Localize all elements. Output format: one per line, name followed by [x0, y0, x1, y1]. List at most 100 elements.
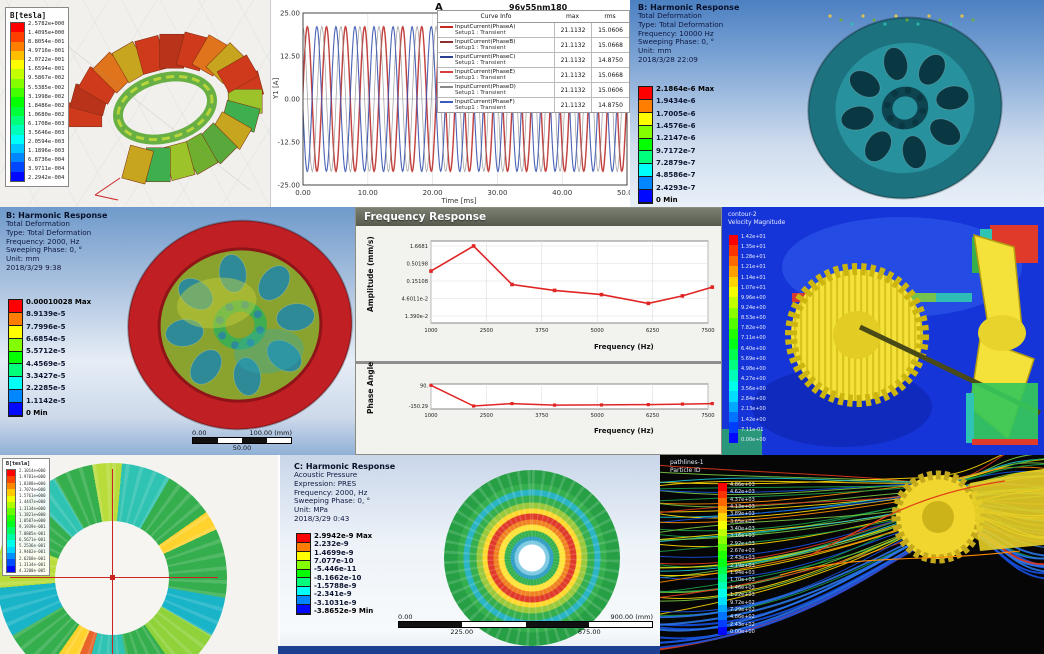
colorbar-label: 3.9711e-004 — [28, 166, 65, 173]
colorbar-label: 0.00e+00 — [741, 436, 766, 443]
bottom-strip — [278, 646, 660, 654]
colorbar-label: 4.13e+03 — [730, 504, 755, 511]
colorbar: 1.42e+01 1.35e+01 1.28e+01 1.21e+01 1.14e+01… — [729, 234, 766, 444]
curve-setup: Setup1 : Transient — [455, 105, 506, 111]
curve-rms: 15.0668 — [591, 38, 629, 52]
info-line: Expression: PRES — [294, 478, 357, 488]
curve-rms: 14.8750 — [591, 98, 629, 112]
svg-text:12.50: 12.50 — [280, 53, 300, 61]
curve-setup: Setup1 : Transient — [455, 60, 506, 66]
info-line: Total Deformation — [6, 219, 70, 228]
ruler-mid2: 675.00 — [577, 628, 601, 636]
colorbar-label: 1.6594e-001 — [28, 66, 65, 73]
info-line: Total Deformation — [638, 11, 702, 20]
colorbar-label: 2.9942e-9 Max — [314, 532, 373, 540]
colorbar-label: 2.19e+03 — [730, 562, 755, 569]
panel-transient-currents: 25.00 12.50 0.00 -12.50 -25.00 0.00 10.00 20.00… — [270, 0, 631, 207]
colorbar-label: 1.4699e-9 — [314, 548, 354, 557]
ruler-min: 0.00 — [398, 613, 413, 621]
colorbar-label: 0 Min — [26, 408, 48, 417]
colorbar-label: 0 Min — [656, 195, 678, 204]
svg-text:0.15108: 0.15108 — [407, 279, 428, 285]
colorbar-label: 1.42e+00 — [741, 416, 766, 423]
colorbar-label: 1.4095e+000 — [28, 30, 65, 37]
colorbar-label: 7.077e-10 — [314, 556, 354, 565]
colorbar-label: 2.13e+00 — [741, 406, 766, 413]
panel-acoustic-pressure: C: Harmonic Response Acoustic Pressure Ex… — [278, 455, 660, 654]
colorbar-label: 4.27e+00 — [741, 375, 766, 382]
contour-title: contour-2 Velocity Magnitude — [728, 211, 785, 226]
colorbar-label: 9.96e+00 — [741, 294, 766, 301]
colorbar-label: 7.11e-01 — [741, 426, 764, 433]
curve-max: 21.1132 — [554, 38, 591, 52]
colorbar-label: 1.46e+03 — [730, 584, 755, 591]
colorbar-label: 2.5782e+000 — [28, 21, 65, 27]
colorbar-strip — [638, 86, 653, 204]
svg-text:1.6681: 1.6681 — [410, 244, 428, 250]
colorbar-strip — [718, 483, 727, 635]
result-lines: Total Deformation Type: Total Deformation… — [638, 11, 739, 65]
curve-setup: Setup1 : Transient — [455, 30, 506, 36]
colorbar-label: 2.43e+02 — [730, 621, 755, 628]
streamline-render — [660, 455, 1044, 651]
colorbar-label: 7.2879e-7 — [656, 158, 696, 167]
pathlines-name: pathlines-1 — [670, 459, 704, 466]
curve-name: InputCurrent(PhaseD) — [455, 84, 516, 90]
svg-text:-25.00: -25.00 — [277, 182, 300, 190]
info-line: Sweeping Phase: 0, ° — [6, 245, 83, 255]
svg-text:Time [ms]: Time [ms] — [440, 197, 477, 205]
colorbar-label: 3.1998e-002 — [28, 93, 65, 100]
colorbar-label: 2.67e+03 — [730, 548, 755, 555]
colorbar-label: 6.8736e-004 — [28, 157, 65, 164]
legend-header: max — [565, 13, 580, 20]
info-line: Sweeping Phase: 0, ° — [638, 37, 715, 47]
svg-text:3750: 3750 — [535, 328, 548, 334]
colorbar-label: 3.5646e-003 — [28, 129, 65, 136]
svg-text:30.00: 30.00 — [487, 189, 507, 197]
colorbar: 2.1864e-6 Max 1.9434e-6 1.7005e-6 1.4576e-6… — [638, 86, 714, 204]
colorbar-label: 1.2147e-6 — [656, 134, 696, 143]
info-line: 2018/3/28 22:09 — [638, 54, 698, 64]
result-lines: Total Deformation Type: Total Deformation… — [6, 219, 107, 273]
contour-name: contour-2 — [728, 211, 757, 218]
colorbar-label: 1.7005e-6 — [656, 109, 696, 118]
curve-name: InputCurrent(PhaseF) — [455, 99, 515, 105]
curve-max: 21.1132 — [554, 83, 591, 97]
colorbar-label: 1.3134e-001 — [19, 561, 46, 567]
disc-contour — [444, 470, 620, 646]
colorbar-label: 2.84e+00 — [741, 396, 766, 403]
colorbar-strip — [8, 299, 23, 417]
svg-text:6250: 6250 — [646, 413, 659, 419]
colorbar-label: 5.2536e-001 — [19, 543, 46, 548]
colorbar-label: 1.4447e+000 — [19, 499, 46, 505]
colorbar-label: 7.29e+02 — [730, 606, 755, 613]
colorbar-label: 1.1821e+000 — [19, 511, 46, 517]
info-line: Frequency: 2000, Hz — [294, 487, 368, 497]
colorbar-label: 7.7996e-5 — [26, 322, 66, 331]
result-info: B: Harmonic Response Total Deformation Ty… — [6, 211, 107, 273]
legend-row: InputCurrent(PhaseB) Setup1 : Transient 21… — [438, 38, 629, 53]
svg-text:0.00: 0.00 — [284, 96, 300, 104]
ruler-min: 0.00 — [192, 429, 207, 437]
colorbar-label: 1.42e+01 — [741, 234, 766, 240]
colorbar-label: 2.4293e-7 — [656, 183, 696, 192]
info-line: 2018/3/29 9:38 — [6, 262, 62, 272]
info-line: 2018/3/29 0:43 — [294, 513, 350, 523]
colorbar-label: 1.35e+01 — [741, 244, 766, 251]
ruler-bar — [398, 621, 653, 628]
colorbar-label: 1.8388e+000 — [19, 480, 46, 486]
colorbar-label: 1.0680e-002 — [28, 111, 65, 118]
window-title-bar[interactable]: Frequency Response — [356, 208, 721, 226]
curve-setup: Setup1 : Transient — [455, 75, 506, 81]
pathlines-title: pathlines-1 Particle ID — [670, 459, 704, 474]
colorbar-label: -8.1662e-10 — [314, 573, 362, 582]
panel-harmonic-2000hz: B: Harmonic Response Total Deformation Ty… — [0, 207, 355, 455]
colorbar-label: 0.00010028 Max — [26, 298, 92, 306]
legend-row: InputCurrent(PhaseF) Setup1 : Transient 21… — [438, 98, 629, 112]
colorbar-label: 1.14e+01 — [741, 274, 766, 281]
colorbar-strip — [729, 235, 738, 444]
info-line: Unit: mm — [6, 254, 40, 264]
svg-text:2500: 2500 — [480, 413, 493, 419]
colorbar-label: 1.3134e+000 — [19, 505, 46, 511]
